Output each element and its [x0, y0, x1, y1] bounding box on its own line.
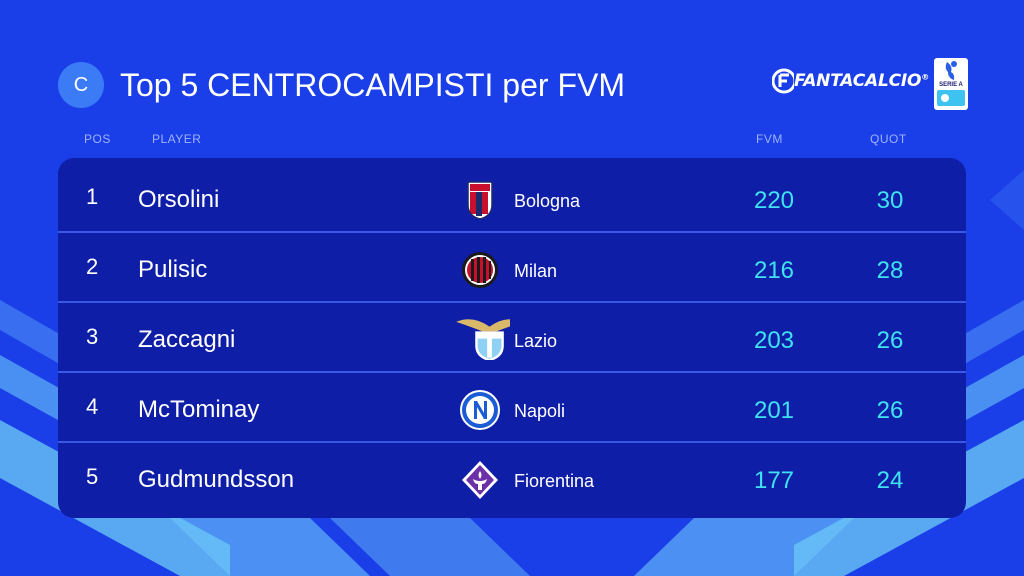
quot-value: 28	[876, 257, 904, 284]
table-row: 3 Zaccagni Lazio 203 26	[58, 302, 966, 373]
serie-a-label: SERIE A	[939, 82, 963, 88]
position-badge: C	[58, 62, 104, 108]
serie-a-mark-icon	[945, 61, 957, 80]
page-title: Top 5 CENTROCAMPISTI per FVM	[120, 67, 625, 103]
quot-value: 26	[876, 327, 904, 354]
table-row: 2 Pulisic Milan 216 28	[58, 232, 966, 303]
lazio-crest-icon	[456, 319, 510, 360]
team-name: Fiorentina	[514, 471, 595, 491]
fvm-value: 220	[753, 187, 795, 214]
player-name: Gudmundsson	[138, 466, 295, 493]
team-name: Milan	[514, 261, 558, 281]
row-position: 4	[86, 394, 99, 419]
row-position: 3	[86, 324, 99, 349]
row-position: 5	[86, 464, 99, 489]
quot-value: 26	[876, 397, 904, 424]
team-name: Bologna	[514, 191, 581, 211]
fantacalcio-logo: FANTACALCIO®	[772, 64, 929, 98]
table-row: 1 Orsolini Bologna 220 30	[58, 162, 966, 233]
row-divider	[58, 441, 966, 443]
bologna-crest-icon	[467, 181, 493, 220]
row-divider	[58, 301, 966, 303]
row-divider	[58, 371, 966, 373]
player-name: Zaccagni	[138, 326, 236, 353]
table-row: 4 McTominay Napoli 201 26	[58, 372, 966, 443]
fvm-value: 203	[753, 327, 795, 354]
column-header-quot: QUOT	[870, 132, 907, 146]
player-name: Pulisic	[138, 256, 208, 283]
milan-crest-icon	[462, 252, 498, 288]
team-name: Napoli	[514, 401, 566, 421]
fvm-value: 177	[753, 467, 795, 494]
column-header-pos: POS	[84, 132, 111, 146]
team-name: Lazio	[514, 331, 558, 351]
sponsor-mark-icon	[937, 90, 965, 106]
ranking-table: 1 Orsolini Bologna 220 30 2 Pulisic Mila…	[58, 158, 966, 518]
quot-value: 30	[876, 187, 904, 214]
player-name: McTominay	[138, 396, 260, 423]
badge-letter: C	[73, 73, 89, 96]
fvm-value: 201	[753, 397, 795, 424]
quot-value: 24	[876, 467, 904, 494]
napoli-crest-icon	[460, 390, 500, 430]
row-position: 2	[86, 254, 99, 279]
fantacalcio-wordmark: FANTACALCIO®	[794, 71, 930, 91]
fantacalcio-mark-icon	[772, 68, 794, 94]
column-header-fvm: FVM	[756, 132, 783, 146]
player-name: Orsolini	[138, 186, 220, 213]
row-position: 1	[86, 184, 99, 209]
row-divider	[58, 231, 966, 233]
table-row: 5 Gudmundsson Fiorentina 177 24	[58, 442, 966, 512]
fvm-value: 216	[753, 257, 795, 284]
fiorentina-crest-icon	[462, 461, 498, 499]
column-header-player: PLAYER	[152, 132, 202, 146]
serie-a-logo: SERIE A	[934, 58, 968, 110]
